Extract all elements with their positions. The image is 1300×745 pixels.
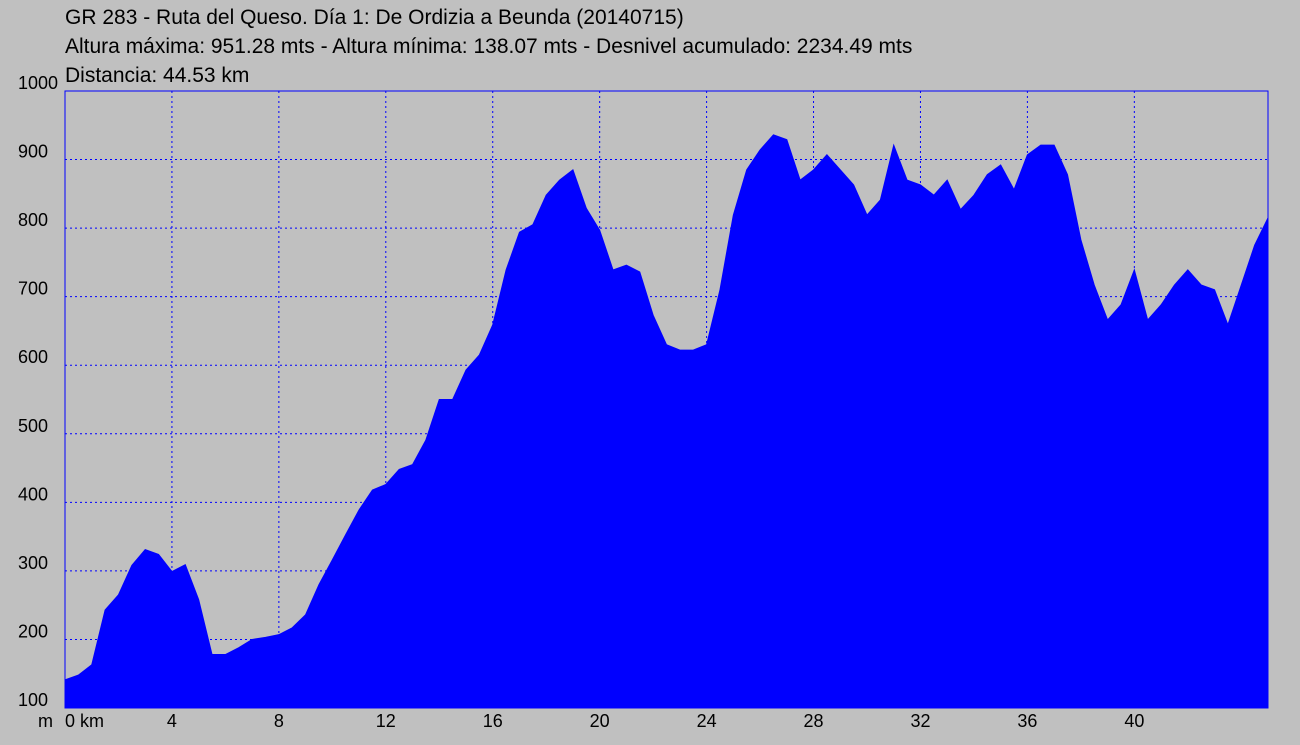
y-tick-label: 300 [18,553,48,573]
annotation: Distancia: 44.53 km [65,64,249,87]
x-tick-label: 32 [910,711,930,731]
x-tick-label: 8 [274,711,284,731]
y-tick-label: 700 [18,279,48,299]
x-tick-label: 24 [697,711,717,731]
plot-frame [64,90,1269,709]
y-tick-label: 400 [18,484,48,504]
chart-title: GR 283 - Ruta del Queso. Día 1: De Ordiz… [65,6,684,29]
x-tick-label: 40 [1124,711,1144,731]
y-tick-label: 800 [18,210,48,230]
x-tick-label: 12 [376,711,396,731]
x-tick-label: 0 km [65,711,104,731]
x-tick-label: 36 [1017,711,1037,731]
x-tick-label: 20 [590,711,610,731]
y-tick-label: 1000 [18,73,58,93]
y-tick-label: 100 [18,690,48,710]
chart-subtitle: Altura máxima: 951.28 mts - Altura mínim… [65,35,912,58]
y-tick-label: 200 [18,621,48,641]
x-tick-label: 16 [483,711,503,731]
x-tick-label: 28 [804,711,824,731]
y-tick-label: 900 [18,142,48,162]
elevation-area [64,134,1269,709]
y-tick-label: 600 [18,347,48,367]
x-tick-label: 4 [167,711,177,731]
y-tick-label: 500 [18,416,48,436]
y-axis-label: m [38,711,53,731]
